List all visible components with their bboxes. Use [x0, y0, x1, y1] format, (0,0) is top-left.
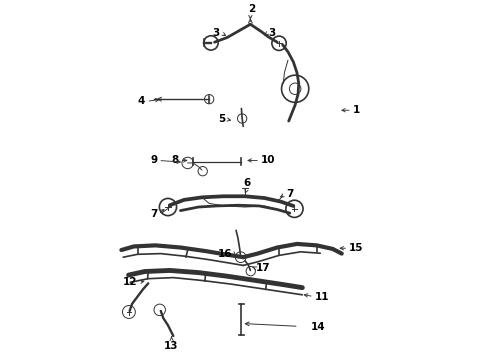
Text: 15: 15 [349, 243, 364, 253]
Text: 4: 4 [137, 96, 145, 106]
Text: 7: 7 [286, 189, 294, 199]
Text: 13: 13 [164, 341, 179, 351]
Text: 9: 9 [150, 156, 157, 166]
Text: 1: 1 [352, 105, 360, 115]
Text: 16: 16 [218, 249, 232, 258]
Text: 8: 8 [172, 156, 179, 166]
Text: 12: 12 [123, 277, 138, 287]
Text: 17: 17 [256, 263, 270, 273]
Text: 6: 6 [243, 178, 250, 188]
Text: 10: 10 [261, 156, 275, 166]
Text: 5: 5 [218, 114, 225, 124]
Text: 14: 14 [311, 322, 326, 332]
Text: 2: 2 [248, 4, 256, 14]
Text: 3: 3 [213, 28, 220, 38]
Text: 11: 11 [315, 292, 329, 302]
Text: 3: 3 [269, 28, 275, 38]
Text: 7: 7 [150, 209, 157, 219]
